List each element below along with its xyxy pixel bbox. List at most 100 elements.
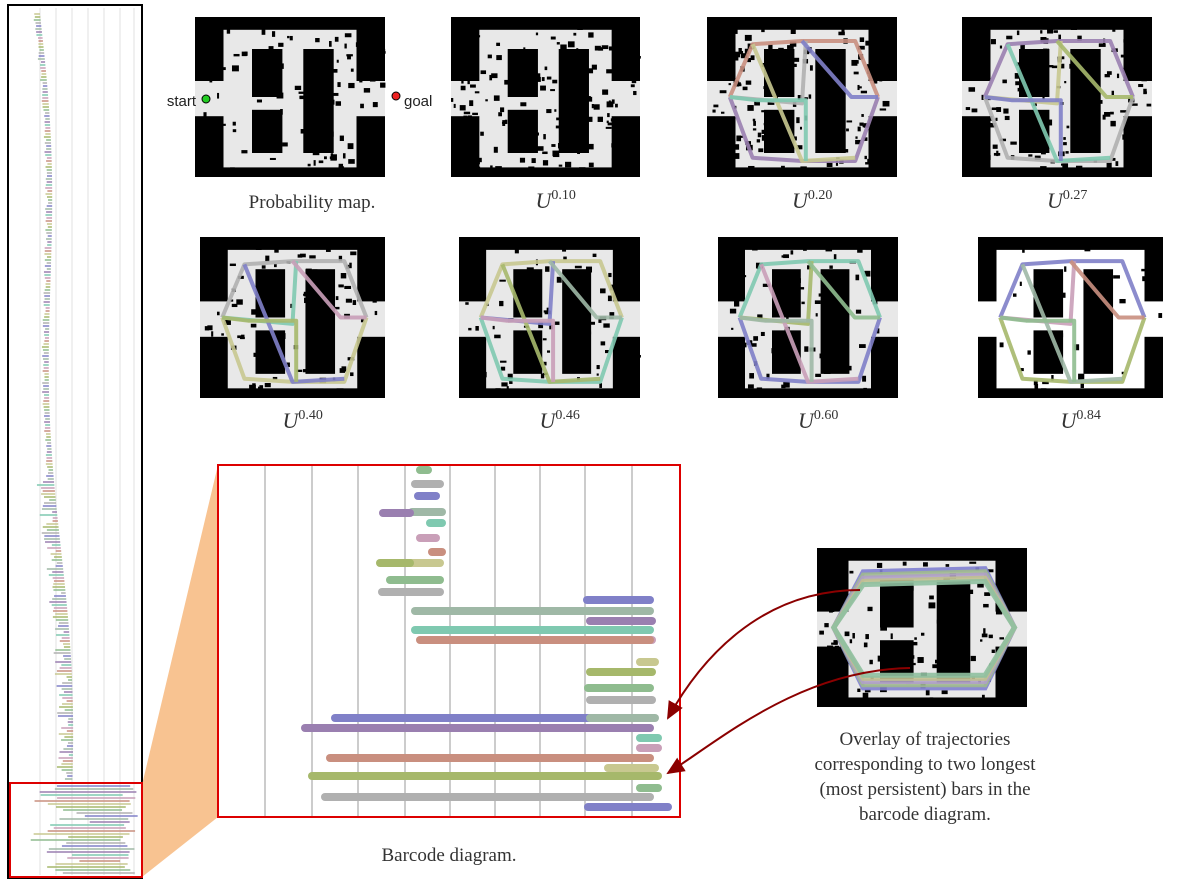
noise: [906, 586, 914, 591]
noise: [824, 623, 829, 628]
noise: [790, 28, 796, 34]
noise: [1008, 651, 1016, 657]
trajectory: [806, 259, 880, 320]
noise: [1073, 115, 1079, 120]
noise: [867, 70, 874, 75]
noise: [761, 129, 767, 134]
noise: [338, 163, 344, 167]
obstacle: [1070, 49, 1101, 153]
noise: [1020, 571, 1027, 577]
zoom-region: [9, 782, 143, 878]
caption-exponent: 0.40: [298, 408, 323, 423]
noise: [370, 376, 377, 382]
noise: [463, 111, 471, 115]
noise: [565, 161, 572, 168]
noise: [203, 112, 207, 117]
noise: [312, 152, 320, 156]
noise: [563, 106, 570, 112]
noise: [357, 122, 362, 128]
noise: [572, 325, 576, 330]
map-caption: Probability map.: [249, 192, 376, 213]
noise: [460, 343, 464, 348]
noise: [223, 342, 226, 345]
noise: [1121, 371, 1125, 375]
noise: [255, 245, 262, 250]
noise: [1033, 380, 1038, 386]
noise: [915, 554, 919, 558]
noise: [768, 113, 775, 116]
noise: [1047, 119, 1053, 126]
noise: [591, 104, 594, 109]
noise: [492, 325, 495, 330]
noise: [929, 595, 934, 600]
noise: [852, 632, 855, 639]
noise: [1010, 141, 1017, 145]
noise: [880, 626, 887, 631]
noise: [360, 342, 364, 347]
noise: [825, 356, 831, 363]
noise: [947, 592, 951, 598]
noise: [738, 48, 742, 54]
noise: [241, 51, 247, 57]
noise: [509, 61, 513, 66]
noise: [509, 380, 513, 384]
noise: [826, 162, 833, 167]
caption-base: U: [540, 408, 558, 433]
noise: [201, 43, 207, 49]
noise: [731, 327, 734, 330]
barcode-caption: Barcode diagram.: [381, 845, 516, 866]
noise: [727, 66, 731, 69]
noise: [288, 241, 292, 245]
noise: [827, 686, 831, 690]
noise: [862, 375, 867, 382]
noise: [469, 147, 473, 151]
noise: [945, 619, 952, 624]
noise: [514, 49, 520, 52]
noise: [1060, 63, 1065, 69]
noise: [797, 240, 801, 246]
noise: [736, 390, 742, 394]
noise: [325, 130, 331, 134]
noise: [807, 265, 811, 270]
noise: [939, 657, 944, 663]
noise: [364, 25, 369, 29]
noise: [841, 28, 845, 35]
noise: [275, 239, 280, 244]
noise: [552, 391, 558, 397]
noise: [815, 313, 818, 317]
noise: [617, 379, 621, 385]
noise: [558, 164, 563, 167]
noise: [1020, 368, 1024, 372]
noise: [761, 29, 765, 33]
noise: [470, 353, 477, 358]
noise: [886, 76, 892, 79]
noise: [1112, 28, 1116, 32]
noise: [538, 390, 543, 395]
noise: [872, 155, 877, 159]
noise: [1146, 103, 1152, 107]
noise: [611, 99, 615, 104]
noise: [216, 247, 223, 251]
noise: [940, 585, 943, 589]
noise: [1112, 157, 1116, 161]
noise: [734, 369, 740, 374]
noise: [259, 80, 265, 85]
noise: [575, 69, 583, 75]
noise: [359, 155, 367, 161]
noise: [276, 342, 284, 348]
noise: [330, 157, 337, 161]
noise: [204, 136, 211, 142]
noise: [531, 158, 536, 164]
noise: [564, 102, 572, 107]
noise: [374, 141, 380, 146]
noise: [473, 30, 476, 35]
noise: [477, 166, 481, 172]
noise: [528, 288, 532, 295]
noise: [634, 55, 641, 59]
noise: [734, 300, 740, 307]
noise: [743, 342, 747, 348]
noise: [588, 32, 594, 38]
noise: [467, 80, 470, 85]
noise: [633, 90, 637, 96]
noise: [221, 67, 226, 71]
